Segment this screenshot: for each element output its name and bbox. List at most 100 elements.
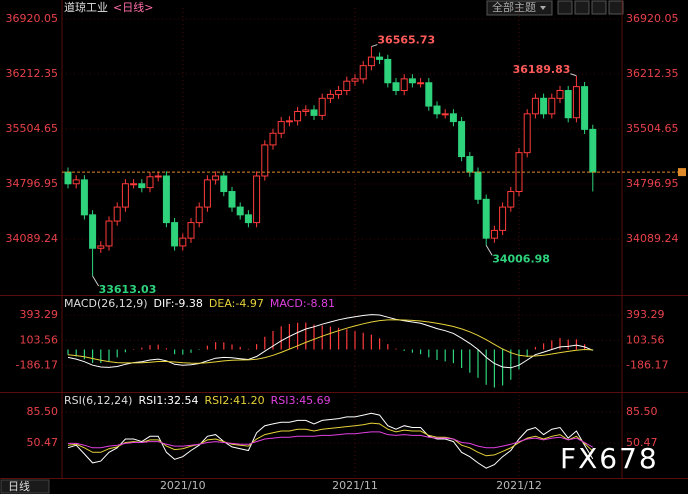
legend-value: 41.20 [233,394,265,407]
macd-line [67,319,593,364]
y-tick-label: 35504.65 [6,122,59,135]
extreme-pointer [371,44,378,48]
candle-body [523,113,531,154]
candle-body [466,156,474,173]
candle-body [556,90,564,99]
candle-body [417,82,425,85]
candle-body [105,220,113,247]
macd-line [67,314,593,369]
candle-body [89,214,97,249]
period-label: <日线> [113,0,153,14]
candle-body [179,237,187,247]
candle-body [367,56,375,67]
y-tick-label-right: 103.56 [626,333,665,346]
legend-value: 32.54 [167,394,199,407]
x-tick-label: 2021/12 [496,479,542,492]
y-tick-label: 34796.95 [6,177,59,190]
candle-body [154,175,162,178]
candle-body [540,97,548,115]
candle-body [113,206,121,222]
candle-body [343,80,351,92]
legend-value: 45.69 [299,394,331,407]
candle-body [384,58,392,84]
icon-button[interactable] [557,0,573,15]
legend-name: RSI1: [138,394,167,407]
candle-body [318,97,326,116]
candle-body [482,198,490,239]
candle-body [285,120,293,123]
menu-arrow [540,6,546,10]
y-tick-label-right: 85.50 [626,405,658,418]
legend-name: DEA: [209,297,235,310]
candle-body [408,78,416,84]
watermark: FX678 [560,442,659,475]
rsi-line [67,412,594,469]
extreme-label: 36565.73 [377,34,435,47]
y-tick-label: 85.50 [27,405,59,418]
legend-value: -4.97 [235,297,263,310]
period-tab[interactable] [0,479,50,494]
y-tick-label-right: 34796.95 [626,177,679,190]
instrument-title: 道琼工业 [64,0,108,14]
y-tick-label-right: 34089.24 [626,232,679,245]
candle-body [351,78,359,82]
legend-value: -9.38 [174,297,202,310]
y-tick-label: 393.29 [20,308,59,321]
theme-menu-label[interactable]: 全部主题 [492,0,536,14]
candle-body [171,222,179,247]
candle-body [162,175,170,224]
icon-button[interactable] [591,0,607,15]
candle-body [433,105,441,115]
icon-button[interactable] [574,0,590,15]
last-price-marker [678,168,686,177]
candle-body [589,128,597,173]
candle-body [187,222,195,239]
legend-name: RSI2: [205,394,234,407]
legend-title: MACD(26,12,9) [64,297,148,310]
icon-button[interactable] [608,0,624,15]
y-tick-label-right: 35504.65 [626,122,679,135]
candle-body [531,97,539,115]
indicator-legend: RSI(6,12,24) RSI1:32.54 RSI2:41.20 RSI3:45.… [64,394,331,407]
candle-body [326,93,334,99]
candle-body [261,144,269,177]
y-tick-label: 103.56 [20,333,59,346]
candle-body [220,175,228,193]
candle-body [236,206,244,216]
panel-frame [0,0,688,479]
candle-body [507,191,515,208]
legend-value: -8.81 [307,297,335,310]
candle-body [572,86,580,119]
candle-body [294,110,302,122]
period-tab-label[interactable]: 日线 [8,479,30,493]
candle-body [490,229,498,239]
candle-body [212,175,220,181]
legend-name: MACD: [270,297,307,310]
legend-name: RSI3: [271,394,300,407]
legend-title: RSI(6,12,24) [64,394,132,407]
y-tick-label-right: 50.47 [626,436,658,449]
candle-body [425,82,433,107]
rsi-line [67,422,594,457]
extreme-pointer [570,73,577,77]
y-tick-label: 34089.24 [6,232,59,245]
candle-body [359,65,367,80]
legend-name: DIF: [154,297,175,310]
candle-body [72,179,80,185]
y-tick-label-right: -186.17 [626,359,668,372]
candle-body [277,121,285,134]
candle-body [97,245,105,249]
toolbar-icons [557,0,624,15]
y-tick-label-right: 36212.35 [626,67,679,80]
extreme-label: 34006.98 [492,252,550,265]
candle-body [581,86,589,130]
rsi-line [68,431,594,449]
candle-body [310,109,318,116]
candle-body [253,175,261,224]
candle-body [548,97,556,115]
y-tick-label: -186.17 [16,359,58,372]
y-tick-label-right: 393.29 [626,308,665,321]
candle-body [400,78,408,92]
candle-body [228,191,236,208]
candle-body [64,171,72,185]
